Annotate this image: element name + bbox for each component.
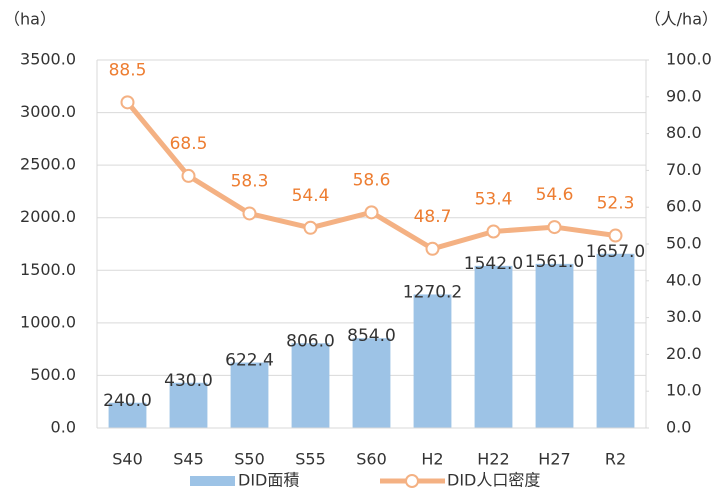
- bar: [596, 253, 635, 428]
- legend-label: DID面積: [238, 471, 299, 490]
- marker: [120, 95, 135, 110]
- bar-value-label: 622.4: [225, 351, 274, 371]
- marker: [608, 228, 623, 243]
- y2-axis-label: （人/ha）: [645, 10, 718, 29]
- bar-value-label: 430.0: [164, 371, 213, 391]
- x-tick-label: S45: [173, 450, 204, 469]
- legend-marker: [405, 474, 419, 488]
- y-tick-label: 500.0: [30, 365, 76, 384]
- bar: [169, 382, 208, 428]
- y2-tick-label: 80.0: [666, 123, 702, 142]
- y-axis-label: （ha）: [4, 10, 56, 29]
- x-tick-label: S60: [356, 450, 387, 469]
- legend-label: DID人口密度: [447, 471, 540, 490]
- y2-tick-label: 60.0: [666, 197, 702, 216]
- bar-value-label: 1561.0: [525, 252, 584, 272]
- y-tick-label: 1500.0: [20, 260, 76, 279]
- line-value-label: 52.3: [597, 194, 635, 214]
- marker: [486, 224, 501, 239]
- y2-tick-label: 50.0: [666, 234, 702, 253]
- bar: [535, 263, 574, 428]
- y2-tick-label: 40.0: [666, 270, 702, 289]
- line-value-label: 68.5: [170, 134, 208, 154]
- y2-tick-label: 100.0: [666, 50, 712, 69]
- bar: [413, 294, 452, 428]
- y-tick-label: 3500.0: [20, 50, 76, 69]
- x-tick-label: H22: [477, 450, 509, 469]
- bar-value-label: 1542.0: [464, 254, 523, 274]
- y2-tick-label: 0.0: [666, 418, 691, 437]
- line-value-label: 58.6: [353, 170, 391, 190]
- y-tick-label: 2500.0: [20, 155, 76, 174]
- bar-value-label: 854.0: [347, 326, 396, 346]
- marker: [181, 168, 196, 183]
- bar-value-label: 1657.0: [586, 242, 645, 262]
- bar: [230, 362, 269, 428]
- y2-tick-label: 30.0: [666, 307, 702, 326]
- y2-tick-label: 10.0: [666, 381, 702, 400]
- bar: [352, 338, 391, 428]
- marker: [242, 206, 257, 221]
- x-tick-label: S40: [112, 450, 143, 469]
- x-tick-label: S55: [295, 450, 326, 469]
- x-tick-label: H27: [538, 450, 570, 469]
- y2-tick-label: 70.0: [666, 160, 702, 179]
- line-value-label: 58.3: [231, 171, 269, 191]
- y2-tick-label: 20.0: [666, 344, 702, 363]
- x-tick-label: H2: [421, 450, 443, 469]
- y-tick-label: 1000.0: [20, 312, 76, 331]
- bar: [474, 265, 513, 428]
- legend-swatch: [190, 476, 235, 486]
- line-value-label: 54.4: [292, 186, 330, 206]
- marker: [303, 220, 318, 235]
- bar-value-label: 1270.2: [403, 282, 462, 302]
- marker: [425, 241, 440, 256]
- bar: [291, 343, 330, 428]
- marker: [547, 220, 562, 235]
- x-tick-label: R2: [605, 450, 626, 469]
- x-tick-label: S50: [234, 450, 265, 469]
- bar-value-label: 806.0: [286, 331, 335, 351]
- line-value-label: 54.6: [536, 185, 574, 205]
- bar-value-label: 240.0: [103, 391, 152, 411]
- line-value-label: 48.7: [414, 207, 452, 227]
- y2-tick-label: 90.0: [666, 86, 702, 105]
- line-value-label: 88.5: [109, 60, 147, 80]
- y-tick-label: 0.0: [51, 418, 76, 437]
- line-value-label: 53.4: [475, 189, 513, 209]
- marker: [364, 205, 379, 220]
- bar: [108, 402, 147, 428]
- y-tick-label: 3000.0: [20, 102, 76, 121]
- y-tick-label: 2000.0: [20, 207, 76, 226]
